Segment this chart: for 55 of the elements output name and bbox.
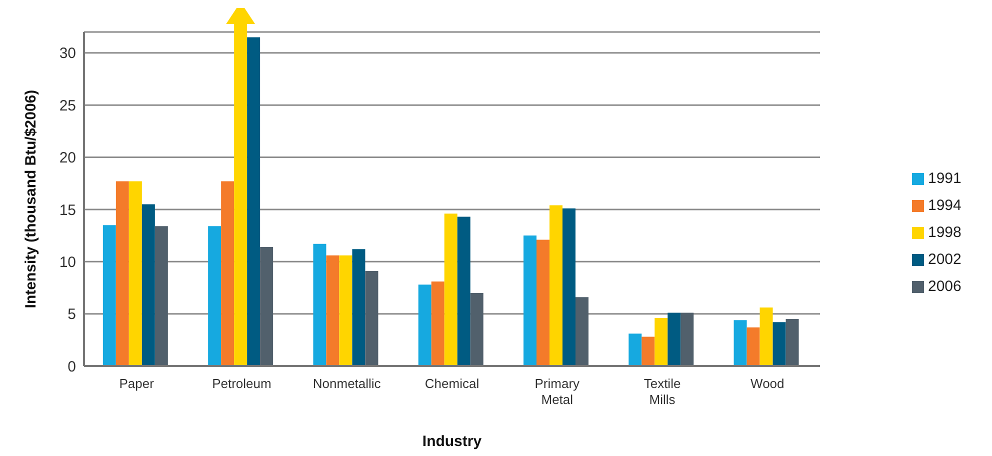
- legend-label: 1991: [928, 170, 962, 186]
- x-tick-label: Petroleum: [212, 376, 272, 391]
- y-tick-label: 25: [59, 97, 76, 114]
- bar: [680, 312, 694, 366]
- x-axis-title: Industry: [422, 433, 482, 450]
- legend-label: 2002: [928, 250, 962, 268]
- bar: [536, 240, 550, 366]
- bar: [154, 226, 168, 366]
- bar: [365, 271, 378, 366]
- x-tick-label: Wood: [750, 376, 784, 391]
- bar: [746, 327, 760, 366]
- bar: [470, 292, 484, 366]
- bar: [523, 236, 536, 366]
- x-tick-label: Textile Mills: [644, 376, 681, 407]
- bar: [668, 312, 681, 366]
- bar: [772, 322, 786, 366]
- y-tick-label: 0: [68, 358, 76, 376]
- x-tick-label: Chemical: [424, 376, 480, 391]
- bar: [431, 281, 444, 366]
- bar: [786, 319, 799, 366]
- y-tick-label: 10: [59, 254, 76, 271]
- bar: [352, 249, 366, 366]
- bar: [654, 318, 668, 366]
- y-tick-label: 5: [68, 306, 76, 324]
- bar: [457, 216, 470, 366]
- y-tick-label: 15: [59, 202, 76, 219]
- legend-label: 1994: [928, 196, 962, 214]
- legend-label: 2006: [928, 278, 962, 294]
- bar: [326, 255, 340, 366]
- bar: [444, 214, 458, 366]
- bar: [208, 226, 222, 366]
- bar: [221, 181, 234, 366]
- y-axis-title: Intensity (thousand Btu/$2006): [22, 90, 40, 308]
- bar: [102, 225, 116, 366]
- bar: [628, 334, 642, 366]
- x-tick-label: Primary Metal: [534, 376, 580, 407]
- bar: [562, 208, 576, 366]
- bar: [642, 336, 655, 366]
- bar: [575, 297, 588, 366]
- bar: [116, 181, 129, 366]
- bar: [313, 244, 326, 366]
- bar: [260, 247, 274, 366]
- bar: [339, 255, 352, 366]
- bar: [734, 320, 747, 366]
- x-tick-label: Paper: [119, 376, 155, 391]
- bar: [247, 37, 260, 366]
- bar: [418, 284, 432, 366]
- y-tick-label: 30: [59, 45, 76, 62]
- bar: [142, 204, 155, 366]
- x-tick-label: Nonmetallic: [312, 376, 382, 391]
- y-tick-label: 20: [59, 150, 76, 167]
- bar: [549, 205, 562, 366]
- legend-label: 1998: [928, 224, 962, 240]
- bar: [128, 181, 142, 366]
- bar: [760, 308, 773, 366]
